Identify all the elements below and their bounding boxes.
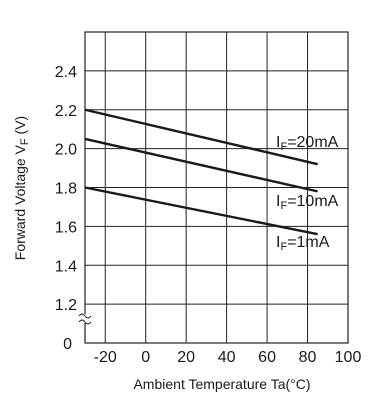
y-tick-label-6: 2.4 (55, 64, 77, 81)
series-label-2: IF=1mA (276, 234, 330, 253)
x-tick-label-5: 80 (299, 349, 317, 366)
y-tick-label-zero: 0 (63, 336, 72, 353)
y-tick-label-5: 2.2 (55, 103, 77, 120)
x-tick-label-3: 40 (218, 349, 236, 366)
y-tick-label-2: 1.6 (55, 219, 77, 236)
series-label-0: IF=20mA (276, 134, 339, 153)
x-tick-label-0: -20 (94, 349, 117, 366)
series-line-0 (84, 108, 318, 166)
series-lines (84, 108, 318, 236)
y-tick-label-1: 1.4 (55, 258, 77, 275)
axis-break-gap (81, 314, 89, 323)
x-axis-title: Ambient Temperature Ta(°C) (133, 376, 310, 392)
y-axis-title-unit: (V) (12, 116, 28, 139)
y-tick-label-3: 1.8 (55, 181, 77, 198)
x-tick-label-2: 20 (177, 349, 195, 366)
series-label-1: IF=10mA (276, 193, 339, 212)
axis-break-mark-lower (78, 319, 92, 325)
axis-break (78, 313, 92, 325)
y-axis-title-main: Forward Voltage V (12, 144, 28, 260)
x-tick-label-4: 60 (258, 349, 276, 366)
y-tick-label-4: 2.0 (55, 142, 77, 159)
tick-labels: -20 0 20 40 60 80 100 1.2 1.4 1.6 1.8 2.0 2.2 2.4 0 (55, 64, 362, 366)
y-axis-title-subscript: F (19, 138, 31, 145)
series-labels: IF=20mA IF=10mA IF=1mA (276, 134, 339, 253)
axis-break-mark-upper (78, 313, 92, 319)
x-tick-label-6: 100 (335, 349, 362, 366)
y-axis-title: Forward Voltage VF (V) (12, 116, 31, 260)
series-line-2 (84, 186, 318, 236)
x-tick-label-1: 0 (141, 349, 150, 366)
series-line-1 (84, 137, 318, 193)
y-tick-label-0: 1.2 (55, 297, 77, 314)
grid (84, 31, 349, 344)
